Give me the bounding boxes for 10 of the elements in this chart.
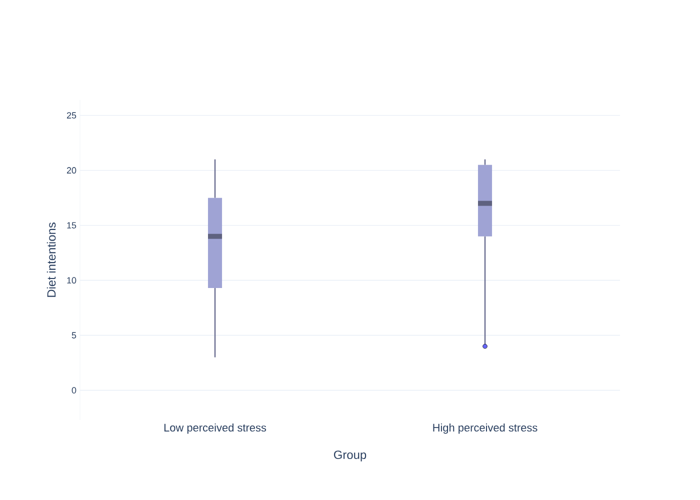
y-axis-title: Diet intentions — [46, 222, 56, 297]
x-tick-label: High perceived stress — [433, 424, 538, 434]
y-tick-label: 20 — [66, 167, 76, 174]
y-tick-label: 5 — [72, 332, 76, 338]
y-tick-label: 0 — [72, 387, 76, 394]
y-tick-label: 10 — [67, 277, 76, 284]
y-tick-label: 25 — [66, 112, 76, 119]
x-axis-title: Group — [334, 450, 366, 462]
x-tick-label: Low perceived stress — [164, 424, 266, 434]
y-tick-label: 15 — [67, 222, 76, 228]
